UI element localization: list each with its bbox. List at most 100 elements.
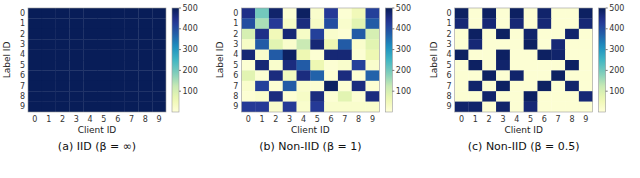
y-tick-label: 1 xyxy=(20,19,25,28)
cell xyxy=(551,8,565,19)
cell xyxy=(366,81,380,92)
cell xyxy=(537,39,551,50)
cell xyxy=(269,29,283,40)
colorbar-tick xyxy=(179,49,181,50)
cell xyxy=(97,102,111,112)
cell xyxy=(255,70,269,81)
cell xyxy=(56,81,70,92)
cell xyxy=(524,81,538,92)
cell xyxy=(510,18,524,29)
x-axis-label: Client ID xyxy=(504,125,543,135)
cell xyxy=(111,8,125,19)
cell xyxy=(241,60,255,71)
colorbar-tick xyxy=(392,70,394,71)
caption: (b) Non-IID (β = 1) xyxy=(259,140,361,153)
cell xyxy=(338,102,352,112)
cell xyxy=(269,18,283,29)
colorbar-tick xyxy=(606,8,608,9)
x-tick-label: 6 xyxy=(542,115,547,124)
cell xyxy=(537,91,551,102)
cell xyxy=(255,29,269,40)
y-tick-label: 8 xyxy=(233,92,238,101)
colorbar-tick xyxy=(179,28,181,29)
cell xyxy=(496,102,510,112)
colorbar-tick-label: 200 xyxy=(396,66,411,75)
y-tick-label: 3 xyxy=(447,40,452,49)
cell xyxy=(310,39,324,50)
cell xyxy=(551,81,565,92)
cell xyxy=(482,18,496,29)
x-tick-label: 3 xyxy=(287,115,292,124)
cell xyxy=(28,91,42,102)
cell xyxy=(579,102,593,112)
cell xyxy=(455,60,469,71)
cell xyxy=(565,8,579,19)
cell xyxy=(125,8,139,19)
cell xyxy=(468,81,482,92)
panel: 01234567890123456789Client IDLabel ID(a)… xyxy=(2,4,198,154)
cell xyxy=(324,50,338,61)
cell xyxy=(69,8,83,19)
cell xyxy=(125,18,139,29)
cell xyxy=(138,81,152,92)
y-tick-label: 2 xyxy=(447,30,452,39)
y-tick-label: 6 xyxy=(233,71,238,80)
cell xyxy=(283,18,297,29)
frame xyxy=(455,8,593,112)
cell xyxy=(97,70,111,81)
cell xyxy=(524,91,538,102)
cell xyxy=(537,60,551,71)
cell xyxy=(269,50,283,61)
cell xyxy=(83,60,97,71)
cell xyxy=(579,91,593,102)
cell xyxy=(97,60,111,71)
cell xyxy=(111,18,125,29)
cell xyxy=(310,29,324,40)
cell xyxy=(111,81,125,92)
cell xyxy=(283,60,297,71)
y-tick-label: 8 xyxy=(20,92,25,101)
cell xyxy=(42,91,56,102)
colorbar-tick-label: 200 xyxy=(609,66,624,75)
y-tick-label: 5 xyxy=(233,61,238,70)
cell xyxy=(83,81,97,92)
cell xyxy=(56,102,70,112)
cell xyxy=(69,102,83,112)
cell xyxy=(269,8,283,19)
cell xyxy=(255,50,269,61)
cell xyxy=(352,29,366,40)
figure: 01234567890123456789Client IDLabel ID(a)… xyxy=(0,0,640,178)
cell xyxy=(510,102,524,112)
cell xyxy=(56,70,70,81)
cell xyxy=(138,39,152,50)
y-tick-label: 1 xyxy=(447,19,452,28)
cell xyxy=(297,102,311,112)
cell xyxy=(338,50,352,61)
colorbar-tick xyxy=(606,28,608,29)
cell xyxy=(125,29,139,40)
cell xyxy=(565,70,579,81)
colorbar-tick-label: 400 xyxy=(183,24,198,33)
cell xyxy=(152,60,166,71)
x-axis-label: Client ID xyxy=(291,125,330,135)
cell xyxy=(510,70,524,81)
cell xyxy=(269,39,283,50)
cell xyxy=(297,39,311,50)
cell xyxy=(28,29,42,40)
cell xyxy=(352,102,366,112)
cell xyxy=(297,50,311,61)
cell xyxy=(565,50,579,61)
cell xyxy=(338,70,352,81)
colorbar xyxy=(385,8,392,112)
cell xyxy=(366,60,380,71)
cell xyxy=(97,91,111,102)
cell xyxy=(69,50,83,61)
cell xyxy=(297,70,311,81)
cell xyxy=(324,29,338,40)
cell xyxy=(455,81,469,92)
colorbar-tick xyxy=(606,49,608,50)
cell xyxy=(28,81,42,92)
cell xyxy=(496,91,510,102)
cell xyxy=(69,91,83,102)
colorbar-tick-label: 100 xyxy=(183,87,198,96)
